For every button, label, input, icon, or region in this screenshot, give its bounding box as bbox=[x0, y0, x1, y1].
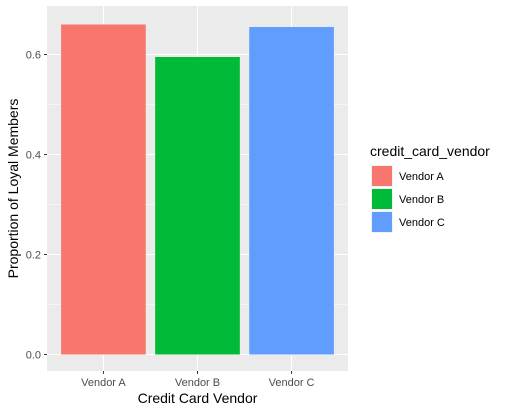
bar-vendor-a bbox=[61, 24, 146, 355]
bar-vendor-b bbox=[155, 57, 240, 355]
legend-swatch bbox=[372, 189, 392, 209]
legend-label: Vendor A bbox=[399, 171, 444, 183]
bar-vendor-c bbox=[249, 27, 334, 355]
legend-swatch bbox=[372, 212, 392, 232]
bars bbox=[61, 24, 334, 355]
y-tick-label: 0.4 bbox=[26, 150, 41, 162]
legend-label: Vendor C bbox=[399, 217, 445, 229]
x-tick-label: Vendor C bbox=[269, 377, 315, 389]
x-tick-label: Vendor B bbox=[175, 377, 220, 389]
y-axis-title: Proportion of Loyal Members bbox=[5, 99, 21, 279]
x-axis-ticks: Vendor A Vendor B Vendor C bbox=[81, 371, 315, 389]
legend-swatch bbox=[372, 166, 392, 186]
legend-title: credit_card_vendor bbox=[370, 143, 490, 159]
y-tick-label: 0.0 bbox=[26, 350, 41, 362]
legend-label: Vendor B bbox=[399, 194, 444, 206]
y-tick-label: 0.6 bbox=[26, 50, 41, 62]
x-axis-title: Credit Card Vendor bbox=[138, 390, 258, 406]
y-tick-label: 0.2 bbox=[26, 250, 41, 262]
y-axis-ticks: 0.0 0.2 0.4 0.6 bbox=[26, 50, 47, 362]
legend-items: Vendor A Vendor B Vendor C bbox=[371, 165, 445, 233]
x-tick-label: Vendor A bbox=[81, 377, 126, 389]
